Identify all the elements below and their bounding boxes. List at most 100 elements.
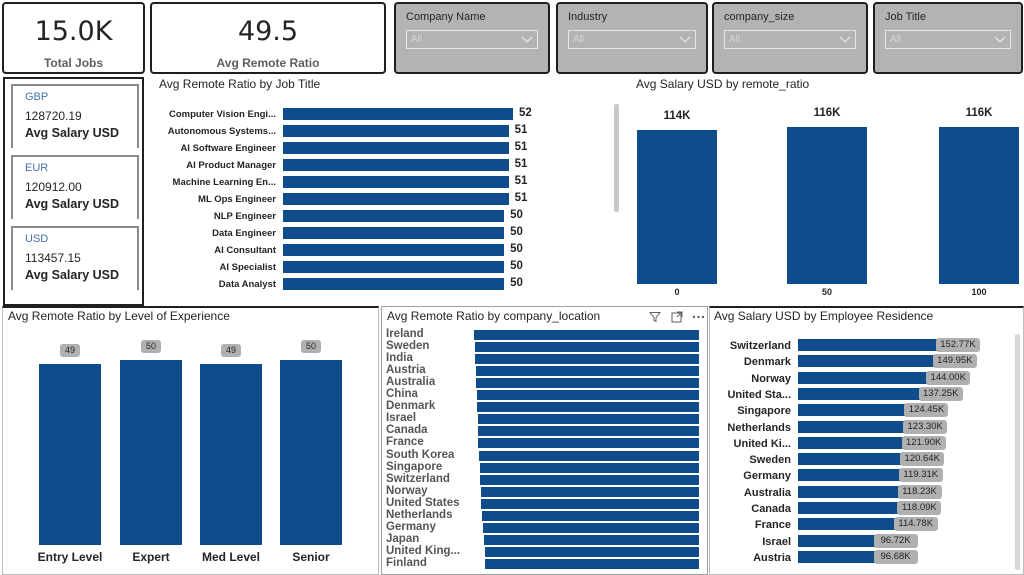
bar	[283, 261, 505, 273]
slicer-title: Company Name	[406, 11, 486, 23]
data-label: 116K	[965, 107, 993, 120]
bar-label: Canada	[386, 424, 428, 437]
data-label: 50	[510, 260, 523, 272]
data-label: 123.30K	[903, 419, 948, 434]
bar-label: Australia	[743, 486, 791, 499]
bar	[283, 176, 509, 188]
bar	[39, 363, 101, 545]
scrollbar[interactable]	[614, 104, 619, 212]
chart-title-remote-by-experience: Avg Remote Ratio by Level of Experience	[8, 309, 230, 323]
bar	[474, 330, 699, 340]
bar	[475, 354, 699, 365]
slicer-dropdown[interactable]: All	[568, 30, 696, 49]
bar	[283, 278, 505, 290]
kpi-total-jobs-label: Total Jobs	[43, 56, 104, 70]
data-label: 51	[514, 141, 528, 153]
data-label: 118.09K	[897, 501, 942, 515]
chevron-down-icon[interactable]	[521, 34, 533, 44]
axis-tick-label: Expert	[132, 550, 170, 564]
bar	[477, 426, 699, 437]
bar-label: Denmark	[386, 400, 436, 413]
chart-title-salary-by-residence: Avg Salary USD by Employee Residence	[714, 309, 934, 323]
currency-code: EUR	[25, 162, 49, 174]
data-label: 51	[514, 158, 528, 170]
more-options-icon[interactable]	[692, 315, 705, 319]
bar	[481, 510, 699, 521]
bar	[476, 390, 699, 401]
bar	[798, 387, 951, 400]
bar-label: South Korea	[386, 448, 455, 461]
data-label: 50	[510, 209, 523, 221]
bar-label: Sweden	[749, 454, 791, 467]
slicer-company-size[interactable]: company_size All	[712, 2, 868, 74]
filter-icon[interactable]	[649, 311, 661, 323]
data-label: 51	[514, 175, 528, 187]
slicer-dropdown[interactable]: All	[885, 30, 1011, 49]
axis-tick-label: 100	[971, 287, 987, 297]
bar-label: Denmark	[743, 356, 791, 369]
bar-label: Austria	[753, 551, 791, 564]
bar	[480, 474, 699, 485]
slicer-dropdown[interactable]: All	[724, 30, 856, 49]
slicer-job-title[interactable]: Job Title All	[873, 2, 1023, 74]
bar	[484, 546, 699, 557]
slicer-value: All	[729, 34, 741, 45]
currency-card-eur: EUR 120912.00 Avg Salary USD	[11, 155, 139, 219]
bar	[798, 436, 934, 449]
scrollbar[interactable]	[1015, 334, 1020, 570]
bar	[798, 485, 930, 498]
data-label: 50	[510, 226, 523, 238]
data-label: 49	[221, 343, 241, 357]
bar	[280, 359, 342, 545]
currency-code: GBP	[25, 91, 49, 103]
slicer-dropdown[interactable]: All	[406, 30, 538, 49]
currency-card-usd: USD 113457.15 Avg Salary USD	[11, 226, 139, 290]
focus-mode-icon[interactable]	[671, 311, 683, 323]
chevron-down-icon[interactable]	[994, 34, 1006, 44]
bar	[798, 469, 931, 482]
bar	[480, 486, 699, 497]
data-label: 144.00K	[926, 370, 971, 385]
bar-label: Japan	[386, 532, 420, 545]
bar-label: Australia	[386, 376, 436, 389]
chart-remote-by-title: Computer Vision Engi... 52 Autonomous Syst…	[150, 96, 620, 302]
bar-label: China	[386, 388, 418, 401]
bar-label: Switzerland	[386, 472, 450, 485]
data-label: 96.72K	[873, 533, 918, 548]
bar-label: Netherlands	[386, 508, 453, 521]
bar	[120, 359, 182, 545]
bar-label: Sweden	[386, 340, 430, 353]
slicer-title: Industry	[568, 11, 608, 23]
bar	[787, 127, 867, 284]
bar-label: AI Consultant	[214, 245, 276, 256]
slicer-industry[interactable]: Industry All	[556, 2, 708, 74]
bar-label: AI Product Manager	[186, 160, 276, 171]
currency-code: USD	[25, 233, 49, 245]
bar-label: AI Software Engineer	[180, 143, 276, 154]
chart-salary-by-residence: Switzerland 152.77K Denmark 149.95K Norway 14…	[709, 330, 1024, 575]
kpi-avg-remote-card: 49.5 Avg Remote Ratio	[150, 2, 386, 74]
bar-label: Autonomous Systems...	[167, 126, 276, 137]
kpi-avg-remote-value: 49.5	[237, 16, 299, 47]
bar-label: France	[754, 519, 791, 532]
currency-label: Avg Salary USD	[25, 197, 120, 211]
bar	[283, 244, 505, 256]
axis-tick-label: 0	[674, 287, 680, 297]
chevron-down-icon[interactable]	[679, 34, 691, 44]
currency-amount: 128720.19	[25, 109, 82, 123]
chart-salary-by-remote: 114K 0 116K 50 116K 100	[625, 96, 1024, 304]
slicer-title: company_size	[724, 11, 795, 23]
slicer-value: All	[411, 34, 423, 45]
data-label: 49	[60, 343, 80, 357]
slicer-title: Job Title	[885, 11, 926, 23]
bar	[283, 159, 509, 171]
data-label: 124.45K	[904, 403, 949, 418]
data-label: 52	[519, 107, 532, 119]
chevron-down-icon[interactable]	[839, 34, 851, 44]
bar	[485, 558, 699, 569]
data-label: 149.95K	[932, 354, 977, 369]
bar-label: Canada	[751, 503, 791, 515]
slicer-company-name[interactable]: Company Name All	[394, 2, 550, 74]
bar-label: Singapore	[386, 460, 443, 473]
data-label: 50	[301, 339, 321, 353]
